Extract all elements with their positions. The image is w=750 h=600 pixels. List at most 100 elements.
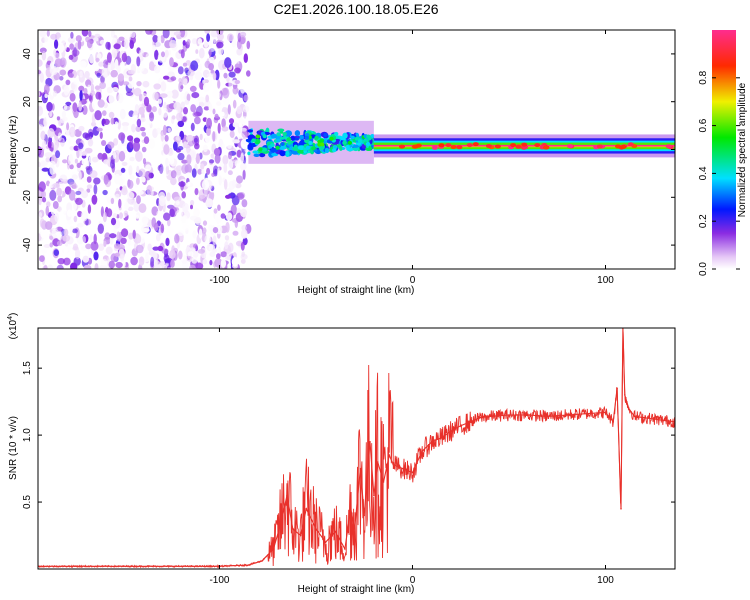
spectrogram-cell (91, 99, 98, 110)
spectrogram-cell (157, 245, 164, 252)
spectrogram-cell (212, 248, 217, 253)
spectrogram-cell (166, 188, 172, 194)
spectrogram-cell (114, 58, 119, 70)
spectrogram-cell (113, 43, 121, 50)
spectrogram-cell (412, 144, 419, 149)
spectrogram-cell (46, 201, 51, 208)
spectrogram-cell (177, 120, 185, 128)
spectrogram-cell (222, 155, 229, 165)
spectrogram-cell (69, 43, 74, 50)
spectrogram-cell (534, 143, 541, 148)
spectrogram-cell (240, 152, 245, 163)
colorbar-tick-label: 0.0 (698, 262, 709, 276)
spectrogram-cell (62, 234, 71, 242)
spectrogram-cell (226, 250, 232, 260)
spectrogram-cell (82, 255, 90, 263)
spectrogram-cell (63, 228, 69, 237)
spectrogram-cell (155, 127, 162, 135)
spectrogram-cell (160, 34, 165, 44)
spectrogram-cell (38, 181, 46, 192)
spectrogram-cell (352, 144, 359, 148)
spectrogram-cell (294, 130, 301, 137)
spectrogram-cell (38, 145, 42, 156)
spectrogram-ylabel: Frequency (Hz) (8, 116, 19, 185)
spectrogram-cell (175, 124, 179, 131)
spectrogram-cell (217, 79, 221, 89)
spectrogram-cell (216, 41, 224, 49)
spectrogram-cell (209, 251, 216, 257)
spectrogram-cell (182, 202, 189, 213)
spectrogram-cell (234, 67, 241, 74)
spectrogram-cell (217, 185, 221, 196)
spectrogram-cell (38, 212, 42, 218)
spectrogram-cell (185, 172, 192, 179)
spectrogram-cell (153, 83, 161, 90)
spectrogram-cell (209, 159, 215, 164)
spectrogram-cell (114, 121, 119, 128)
spectrogram-cell (213, 208, 218, 214)
spectrogram-cell (120, 254, 125, 262)
spectrogram-cell (235, 182, 242, 189)
spectrogram-cell (206, 33, 211, 42)
spectrogram-cell (242, 105, 250, 113)
spectrogram-cell (49, 242, 54, 248)
spectrogram-cell (40, 190, 47, 199)
spectrogram-cell (124, 202, 130, 210)
spectrogram-cell (206, 117, 213, 129)
spectrogram-cell (104, 232, 111, 240)
spectrogram-cell (160, 81, 167, 92)
spectrogram-ytick-label: 0 (22, 146, 33, 152)
spectrogram-cell (324, 147, 330, 154)
spectrogram-cell (170, 177, 177, 186)
spectrogram-cell (154, 65, 161, 74)
spectrogram-cell (138, 49, 144, 57)
spectrogram-region-signal-onset (245, 120, 377, 164)
spectrogram-cell (70, 31, 74, 39)
spectrogram-cell (82, 132, 89, 139)
spectrogram-cell (270, 133, 278, 139)
spectrogram-cell (262, 134, 267, 139)
spectrogram-ticks: -100 0 100 -40 -20 0 20 40 (22, 30, 675, 286)
spectrogram-cell (115, 261, 123, 269)
spectrogram-cell (332, 145, 338, 150)
spectrogram-cell (66, 244, 72, 252)
spectrogram-cell (132, 110, 138, 116)
spectrogram-cell (128, 241, 136, 246)
spectrogram-cell (226, 140, 233, 149)
spectrogram-cell (320, 142, 325, 147)
snr-scale-prefix: (x10 (8, 319, 19, 339)
spectrogram-cell (206, 127, 211, 136)
spectrogram-cell (258, 152, 266, 158)
spectrogram-cell (88, 230, 94, 241)
spectrogram-cell (110, 217, 117, 226)
spectrogram-cell (224, 235, 230, 241)
spectrogram-cell (125, 91, 134, 97)
spectrogram-cell (87, 204, 92, 214)
spectrogram-cell (178, 181, 186, 187)
spectrogram-cell (121, 52, 128, 63)
spectrogram-cell (135, 244, 144, 254)
spectrogram-cell (163, 144, 170, 155)
spectrogram-cell (201, 179, 210, 191)
spectrogram-cell (169, 39, 177, 49)
spectrogram-cell (68, 189, 76, 201)
snr-panel: -100 0 100 0.5 1.0 1.5 Height of straight lin… (7, 313, 676, 595)
spectrogram-cell (49, 189, 57, 201)
spectrogram-cell (198, 101, 205, 108)
spectrogram-cell (114, 173, 121, 185)
spectrogram-cell (126, 79, 135, 89)
spectrogram-cell (61, 110, 66, 118)
spectrogram-cell (186, 38, 191, 45)
spectrogram-cell (228, 92, 235, 100)
spectrogram-cell (340, 137, 346, 141)
spectrogram-cell (77, 40, 82, 50)
spectrogram-cell (223, 163, 228, 173)
spectrogram-cell (178, 250, 183, 260)
snr-ytick-label: 1.0 (22, 428, 33, 442)
spectrogram-cell (38, 59, 43, 67)
spectrogram-cell (270, 143, 275, 148)
spectrogram-cell (304, 135, 310, 140)
spectrogram-cell (177, 152, 185, 161)
spectrogram-cell (89, 170, 98, 179)
spectrogram-cell (180, 49, 185, 59)
